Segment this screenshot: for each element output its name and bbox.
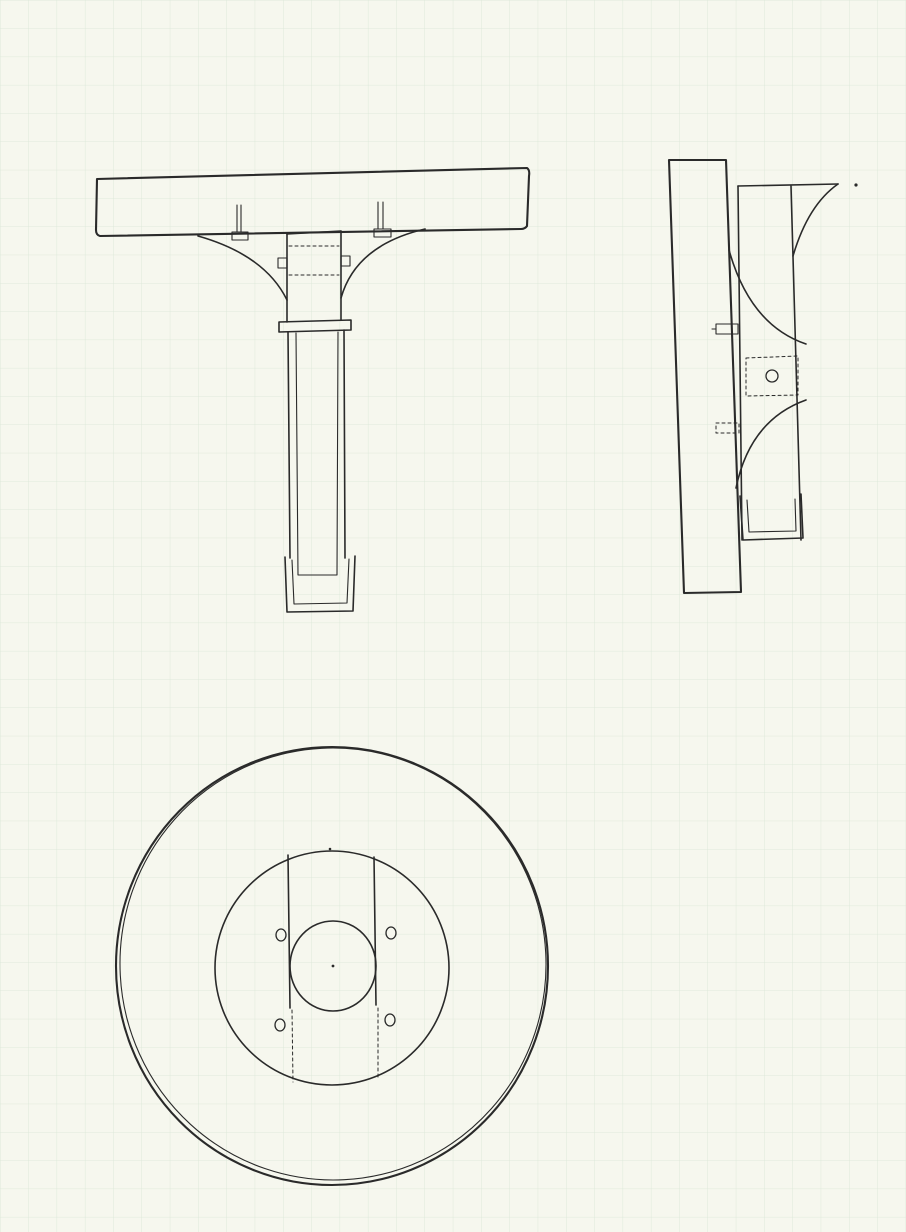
side-foot-inner bbox=[746, 498, 797, 533]
stem-left-lug bbox=[277, 257, 288, 269]
side-stray-dot bbox=[854, 183, 858, 187]
bracket-hidden-plate bbox=[745, 355, 799, 397]
lower-curve-brace bbox=[735, 399, 807, 489]
stem-outer-tube bbox=[287, 329, 346, 559]
stem-upper-block bbox=[286, 230, 342, 323]
side-foot-bracket bbox=[739, 493, 804, 541]
right-fixing-pin bbox=[373, 201, 392, 238]
mount-slot-lines bbox=[287, 854, 377, 1009]
side-upper-pin bbox=[711, 323, 739, 335]
upper-curve-brace bbox=[728, 249, 807, 345]
seat-outer-rim-retrace bbox=[119, 747, 547, 1181]
side-lower-pin bbox=[715, 422, 740, 434]
bracket-rails bbox=[737, 183, 839, 541]
right-gusset-brace bbox=[340, 228, 426, 299]
mount-plate-circle bbox=[214, 850, 450, 1086]
bracket-bolt-hole bbox=[765, 369, 779, 383]
bolt-hole-bottom-left bbox=[274, 1018, 286, 1032]
bolt-hole-top-right bbox=[385, 926, 397, 940]
top-view bbox=[114, 745, 550, 1187]
stem-foot-bracket bbox=[284, 555, 356, 613]
left-gusset-brace bbox=[197, 235, 288, 301]
mount-slot-hidden-lines bbox=[291, 1007, 379, 1083]
front-view bbox=[94, 166, 531, 613]
bolt-hole-bottom-right bbox=[384, 1013, 396, 1027]
stem-foot-inner bbox=[291, 558, 350, 605]
stem-right-lug bbox=[340, 255, 351, 267]
stem-inner-tube bbox=[295, 331, 339, 576]
center-hub bbox=[289, 920, 377, 1012]
seat-plank bbox=[94, 166, 531, 238]
top-stray-dot bbox=[328, 847, 332, 851]
seat-outer-rim bbox=[114, 745, 550, 1187]
stem-hidden-lines bbox=[288, 245, 340, 276]
upright-post bbox=[667, 158, 743, 595]
left-fixing-pin bbox=[231, 204, 249, 241]
side-view bbox=[667, 158, 858, 595]
bracket-top-flare bbox=[792, 183, 839, 257]
bolt-hole-top-left bbox=[275, 928, 287, 942]
center-mark bbox=[331, 964, 335, 968]
stem-collar bbox=[278, 319, 352, 333]
